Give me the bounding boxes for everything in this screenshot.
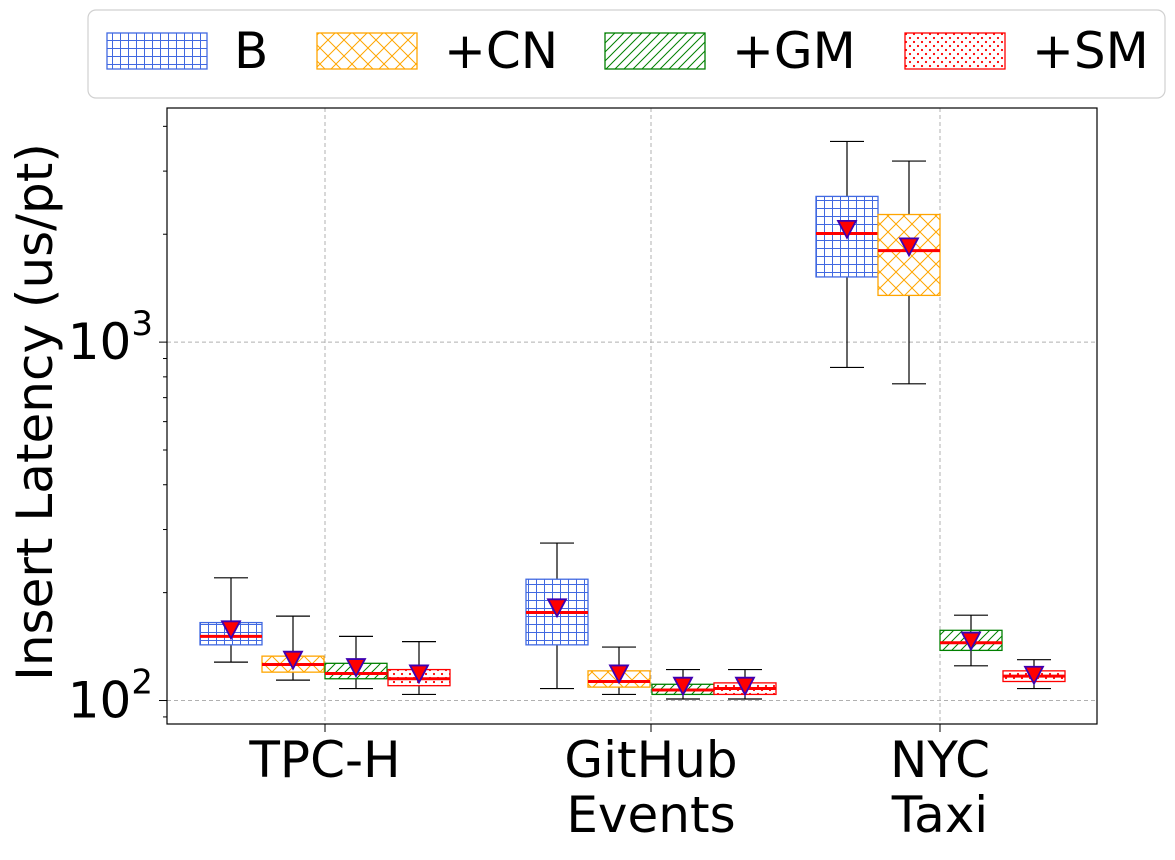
- legend: B +CN +GM +SM: [87, 9, 1166, 99]
- x-tick-label: TPC-H: [248, 731, 400, 789]
- y-tick-label: 103: [68, 304, 153, 371]
- mean-marker: [282, 650, 304, 671]
- box: [387, 641, 451, 696]
- legend-label: +GM: [732, 22, 856, 80]
- box: [713, 668, 777, 700]
- x-tick-label: NYC: [890, 731, 990, 789]
- grid-lines: [167, 108, 1097, 724]
- box: [939, 614, 1003, 667]
- legend-swatch: [604, 32, 706, 70]
- box: [587, 646, 651, 696]
- box: [324, 635, 388, 690]
- legend-swatch: [106, 32, 208, 70]
- box: [877, 160, 941, 385]
- series-b: [199, 140, 879, 690]
- box-body: [877, 213, 941, 297]
- box: [815, 140, 879, 369]
- series-extra: [939, 614, 1003, 667]
- y-tick-label: 102: [68, 663, 153, 730]
- legend-swatch: [904, 32, 1006, 70]
- mean-marker: [836, 219, 858, 240]
- mean-marker: [1023, 665, 1045, 686]
- box-series: [199, 140, 1066, 700]
- mean-marker: [898, 237, 920, 258]
- mean-marker: [734, 676, 756, 697]
- mean-marker: [672, 676, 694, 697]
- mean-marker: [546, 598, 568, 619]
- legend-label: B: [234, 22, 268, 80]
- series-cn: [261, 160, 941, 696]
- box: [651, 668, 715, 700]
- box: [1002, 659, 1066, 690]
- series-gm: [324, 635, 715, 700]
- series-sm: [387, 641, 1066, 700]
- x-tick-label: Taxi: [891, 786, 988, 844]
- legend-label: +CN: [444, 22, 558, 80]
- mean-marker: [220, 620, 242, 641]
- box: [525, 542, 589, 690]
- box: [261, 615, 325, 681]
- y-axis-label: Insert Latency (us/pt): [6, 143, 64, 681]
- plot-frame: [166, 107, 1098, 725]
- mean-marker: [960, 631, 982, 652]
- box: [199, 577, 263, 663]
- x-tick-label: GitHub: [564, 731, 737, 789]
- legend-swatch: [316, 32, 418, 70]
- mean-marker: [608, 664, 630, 685]
- legend-label: +SM: [1032, 22, 1149, 80]
- mean-marker: [408, 664, 430, 685]
- mean-marker: [345, 658, 367, 678]
- y-axis-ticks: 102 103: [68, 125, 167, 730]
- x-tick-label: Events: [566, 786, 735, 844]
